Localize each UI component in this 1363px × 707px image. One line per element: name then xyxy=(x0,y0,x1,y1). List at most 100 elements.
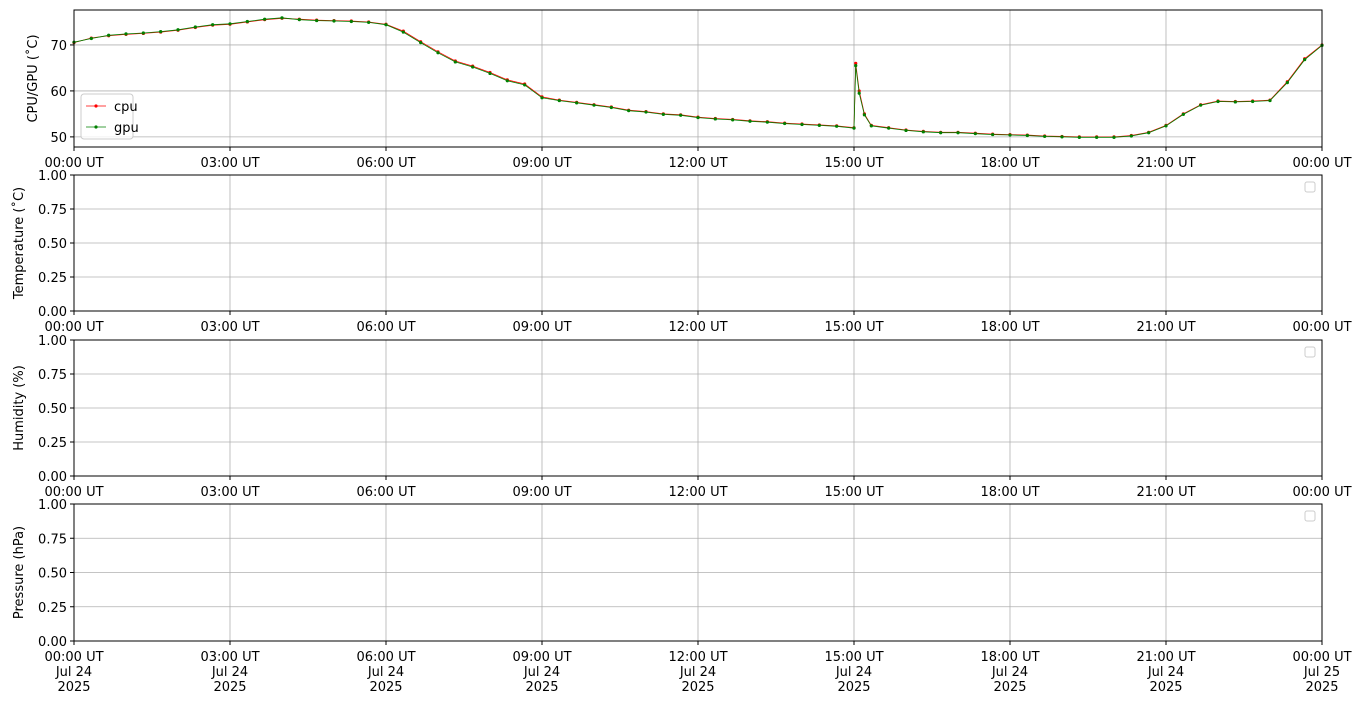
data-point xyxy=(592,103,596,107)
data-point xyxy=(505,79,509,83)
data-point xyxy=(1251,99,1255,104)
x-tick-label: 21:00 UT xyxy=(1136,485,1195,500)
x-tick-label: 09:00 UT xyxy=(512,485,571,500)
data-point xyxy=(540,96,544,100)
data-point xyxy=(263,17,267,21)
y-tick-label: 60 xyxy=(50,85,67,100)
y-tick-label: 0.75 xyxy=(38,532,67,547)
y-axis-label: Temperature (˚C) xyxy=(11,187,27,300)
y-tick-label: 0.75 xyxy=(38,203,67,218)
x-tick-label: 21:00 UT xyxy=(1136,320,1195,335)
data-point xyxy=(575,101,579,105)
data-point xyxy=(193,25,197,29)
data-point xyxy=(731,118,735,122)
x-tick-label: 03:00 UT xyxy=(200,485,259,500)
y-tick-label: 0.50 xyxy=(38,237,67,252)
y-tick-label: 1.00 xyxy=(38,169,67,184)
data-point xyxy=(349,19,353,24)
data-point xyxy=(857,91,861,95)
y-tick-label: 70 xyxy=(50,39,67,54)
data-point xyxy=(939,131,943,135)
x-tick-label: 18:00 UT xyxy=(980,320,1039,335)
data-point xyxy=(523,83,527,87)
x-tick-label: 06:00 UT Jul 24 2025 xyxy=(356,650,415,695)
data-point xyxy=(1216,99,1220,104)
x-tick-label: 18:00 UT xyxy=(980,156,1039,171)
data-point xyxy=(835,124,839,128)
y-tick-label: 1.00 xyxy=(38,498,67,513)
y-axis-label: Pressure (hPa) xyxy=(12,526,27,619)
y-axis-label: Humidity (%) xyxy=(12,365,27,451)
data-point xyxy=(644,110,648,114)
x-tick-label: 09:00 UT Jul 24 2025 xyxy=(512,650,571,695)
data-point xyxy=(228,22,232,26)
legend-marker xyxy=(94,104,98,108)
series-line xyxy=(73,17,1323,138)
data-point xyxy=(854,64,858,68)
x-tick-label: 09:00 UT xyxy=(512,156,571,171)
x-tick-label: 18:00 UT Jul 24 2025 xyxy=(980,650,1039,695)
x-tick-label: 06:00 UT xyxy=(356,320,415,335)
data-point xyxy=(783,121,787,126)
data-point xyxy=(696,115,700,120)
y-tick-label: 0.00 xyxy=(38,470,67,485)
data-point xyxy=(852,126,856,130)
data-point xyxy=(471,65,475,69)
data-point xyxy=(661,112,665,116)
data-point xyxy=(1233,100,1237,104)
x-tick-label: 00:00 UT xyxy=(1292,485,1351,500)
data-point xyxy=(297,18,301,22)
data-point xyxy=(748,119,752,123)
legend-label: gpu xyxy=(114,121,139,136)
data-point xyxy=(245,19,249,24)
data-point xyxy=(1112,135,1116,139)
legend-box xyxy=(80,93,134,140)
x-tick-label: 12:00 UT xyxy=(668,485,727,500)
data-point xyxy=(887,126,891,130)
x-tick-label: 00:00 UT xyxy=(1292,156,1351,171)
x-tick-label: 03:00 UT xyxy=(200,320,259,335)
x-tick-label: 21:00 UT Jul 24 2025 xyxy=(1136,650,1195,695)
data-point xyxy=(419,41,423,45)
x-tick-label: 00:00 UT xyxy=(1292,320,1351,335)
data-point xyxy=(211,23,215,27)
x-tick-label: 00:00 UT Jul 25 2025 xyxy=(1292,650,1351,695)
data-point xyxy=(1164,124,1168,128)
data-point xyxy=(869,124,873,128)
data-point xyxy=(817,123,821,127)
data-point xyxy=(713,117,717,121)
x-tick-label: 03:00 UT xyxy=(200,156,259,171)
data-point xyxy=(679,113,683,117)
data-point xyxy=(384,23,388,27)
data-point xyxy=(176,28,180,32)
data-point xyxy=(862,113,867,117)
data-point xyxy=(315,18,319,23)
data-point xyxy=(159,30,163,34)
panel: 50 60 70 00:00 UT 03:00 UT 06:00 UT 09:00 UT 12… xyxy=(25,9,1352,171)
data-point xyxy=(280,16,284,20)
y-tick-label: 0.00 xyxy=(38,305,67,320)
x-tick-label: 15:00 UT xyxy=(824,485,883,500)
data-point xyxy=(1285,81,1289,85)
x-tick-label: 00:00 UT xyxy=(44,485,103,500)
data-point xyxy=(904,128,908,133)
legend-box xyxy=(1304,181,1316,193)
data-point xyxy=(141,31,145,35)
data-point xyxy=(1181,112,1185,116)
data-point xyxy=(1008,133,1012,137)
y-axis-label: CPU/GPU (˚C) xyxy=(25,34,41,122)
data-point xyxy=(921,130,925,134)
data-point xyxy=(1129,134,1133,138)
legend-box xyxy=(1304,346,1316,358)
data-point xyxy=(1268,98,1272,103)
data-point xyxy=(1147,131,1151,135)
y-tick-label: 50 xyxy=(50,131,67,146)
plot-frame xyxy=(73,174,1323,312)
data-point xyxy=(1303,58,1307,62)
data-point xyxy=(854,61,858,65)
x-tick-label: 18:00 UT xyxy=(980,485,1039,500)
panel: 0.00 0.25 0.50 0.75 1.00 00:00 UT Jul 24 2025 03… xyxy=(12,498,1352,695)
data-point xyxy=(1060,135,1064,139)
y-tick-label: 0.25 xyxy=(38,271,67,286)
